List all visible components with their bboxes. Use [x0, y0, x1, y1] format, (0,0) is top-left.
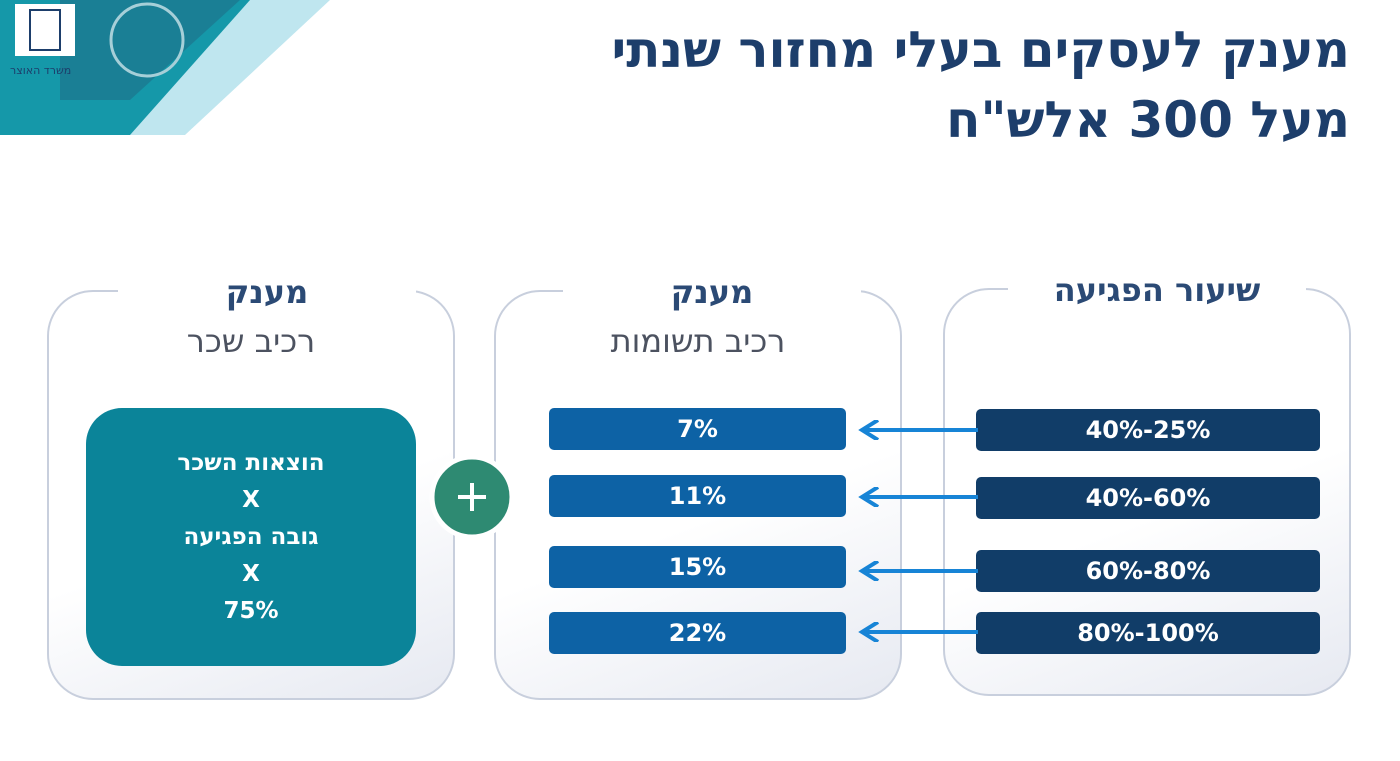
arrow	[858, 622, 978, 642]
formula-line: 75%	[223, 597, 279, 624]
impact-range: 40%-60%	[976, 477, 1320, 519]
arrow	[858, 487, 978, 507]
panel-title: שיעור הפגיעה	[1008, 270, 1306, 310]
grant-rate: 7%	[549, 408, 846, 450]
arrow	[858, 420, 978, 440]
panel-title: מענק	[563, 272, 861, 312]
formula-line: גובה הפגיעה	[183, 523, 319, 550]
impact-range: 40%-25%	[976, 409, 1320, 451]
title-line: מענק לעסקים בעלי מחזור שנתי	[611, 21, 1350, 79]
grant-rate: 15%	[549, 546, 846, 588]
panel-title: מענק	[118, 272, 416, 312]
panel-subtitle: רכיב שכר	[186, 322, 316, 360]
formula-line: הוצאות השכר	[177, 449, 325, 476]
grant-rate: 11%	[549, 475, 846, 517]
corner-decoration	[0, 0, 330, 135]
impact-range: 60%-80%	[976, 550, 1320, 592]
arrow	[858, 561, 978, 581]
impact-range: 80%-100%	[976, 612, 1320, 654]
title-line: מעל 300 אלש"ח	[946, 91, 1350, 149]
formula-line: X	[242, 560, 260, 587]
panel-subtitle: רכיב תשומות	[610, 322, 786, 360]
formula-box: הוצאות השכר X גובה הפגיעה X 75%	[86, 408, 416, 666]
ministry-label: משרד האוצר	[10, 64, 72, 77]
plus-icon	[429, 454, 515, 540]
grant-rate: 22%	[549, 612, 846, 654]
formula-line: X	[242, 486, 260, 513]
